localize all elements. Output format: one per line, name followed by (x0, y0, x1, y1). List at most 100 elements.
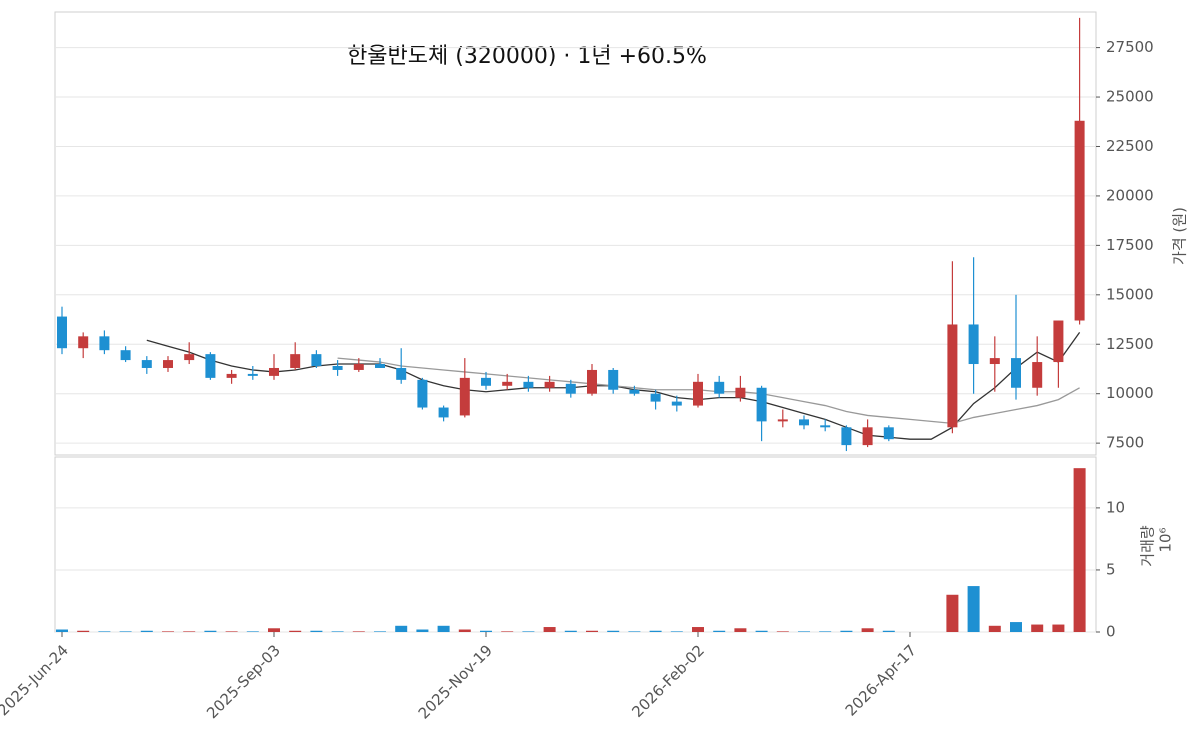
candle-body (1032, 362, 1043, 388)
volume-bar (458, 629, 471, 632)
y-tick-label: 7500 (1106, 434, 1144, 452)
volume-bar (204, 630, 217, 632)
volume-bar (416, 629, 429, 632)
volume-bar (183, 631, 196, 632)
x-tick-label: 2026-Feb-02 (628, 641, 708, 721)
volume-bar (331, 631, 344, 632)
candle-body (947, 324, 958, 428)
volume-axis-label: 거래량 (1139, 525, 1157, 567)
candle-body (820, 425, 831, 428)
candle-body (57, 316, 67, 349)
x-tick-label: 2025-Nov-19 (415, 641, 496, 722)
candle-body (799, 419, 809, 426)
volume-bar (437, 625, 450, 632)
volume-bar (1031, 624, 1044, 632)
volume-bar (310, 630, 323, 632)
volume-bar (268, 628, 280, 632)
volume-bar (501, 631, 514, 632)
candle-body (502, 381, 513, 386)
volume-bar (77, 630, 90, 632)
candle-body (269, 367, 279, 376)
volume-bar (607, 630, 620, 632)
candle-body (777, 419, 788, 422)
candle-body (78, 336, 89, 349)
candle-body (841, 427, 852, 446)
candle-body (544, 381, 555, 388)
volume-bar (289, 630, 302, 632)
volume-bar (776, 631, 789, 632)
candle-body (989, 358, 1000, 365)
volume-bar (543, 627, 556, 632)
candle-body (1053, 320, 1064, 363)
candle-body (205, 354, 216, 378)
candle-body (862, 427, 873, 446)
price-panel (54, 11, 1097, 456)
candle-body (608, 369, 619, 390)
candle-body (290, 354, 301, 368)
y-tick-label: 27500 (1106, 38, 1154, 56)
volume-bar (564, 630, 577, 632)
volume-bar (225, 631, 238, 632)
candle-body (141, 360, 152, 368)
volume-bar (162, 631, 174, 632)
volume-bar (352, 631, 365, 632)
volume-unit: 10⁶ (1157, 527, 1175, 552)
volume-bar (586, 630, 598, 632)
volume-panel (54, 456, 1097, 633)
candle-body (311, 354, 322, 367)
candle-body (163, 360, 173, 368)
x-tick-label: 2026-Apr-17 (842, 641, 920, 719)
volume-bar (1010, 622, 1022, 632)
volume-bar (861, 628, 874, 632)
y-tick-label: 15000 (1106, 285, 1154, 303)
volume-bar (628, 631, 641, 632)
candle-body (756, 387, 767, 422)
candle-body (671, 401, 682, 406)
candle-body (417, 379, 428, 408)
volume-bar (140, 630, 153, 632)
candle-body (1011, 358, 1021, 388)
y-tick-label: 25000 (1106, 88, 1154, 106)
volume-bar (670, 631, 683, 632)
volume-bar (98, 631, 111, 632)
volume-bar (649, 630, 662, 632)
y-tick-label: 10000 (1106, 384, 1154, 402)
volume-bar (967, 586, 980, 632)
volume-bar (1073, 468, 1086, 632)
x-tick-label: 2025-Sep-03 (203, 641, 284, 722)
volume-bar (755, 630, 768, 632)
candle-body (438, 407, 449, 418)
y-tick-label: 5 (1106, 560, 1116, 578)
candle-body (523, 381, 534, 388)
candle-body (120, 350, 131, 361)
y-tick-label: 20000 (1106, 186, 1154, 204)
x-tick-label: 2025-Jun-24 (0, 641, 72, 719)
volume-bar (713, 630, 726, 632)
volume-bar (246, 631, 259, 632)
candle-body (650, 393, 661, 402)
volume-bar (882, 630, 895, 632)
candle-body (693, 381, 703, 406)
candle-body (714, 381, 725, 394)
volume-bar (692, 627, 704, 632)
candle-body (247, 373, 258, 376)
volume-bar (480, 630, 492, 632)
candle-body (1074, 120, 1085, 321)
candle-body (184, 354, 195, 361)
volume-bar (374, 631, 386, 632)
candle-body (587, 369, 597, 394)
y-axis-label: 가격 (원) (1171, 207, 1189, 265)
volume-bar (395, 625, 408, 632)
candle-body (459, 377, 470, 416)
candle-body (565, 383, 576, 394)
y-tick-label: 22500 (1106, 137, 1154, 155)
y-tick-label: 17500 (1106, 236, 1154, 254)
volume-bar (734, 628, 747, 632)
candle-body (396, 367, 407, 380)
candle-body (883, 427, 894, 440)
volume-bar (840, 630, 853, 632)
y-tick-label: 0 (1106, 623, 1116, 641)
candle-body (226, 373, 237, 378)
volume-bar (988, 625, 1001, 632)
